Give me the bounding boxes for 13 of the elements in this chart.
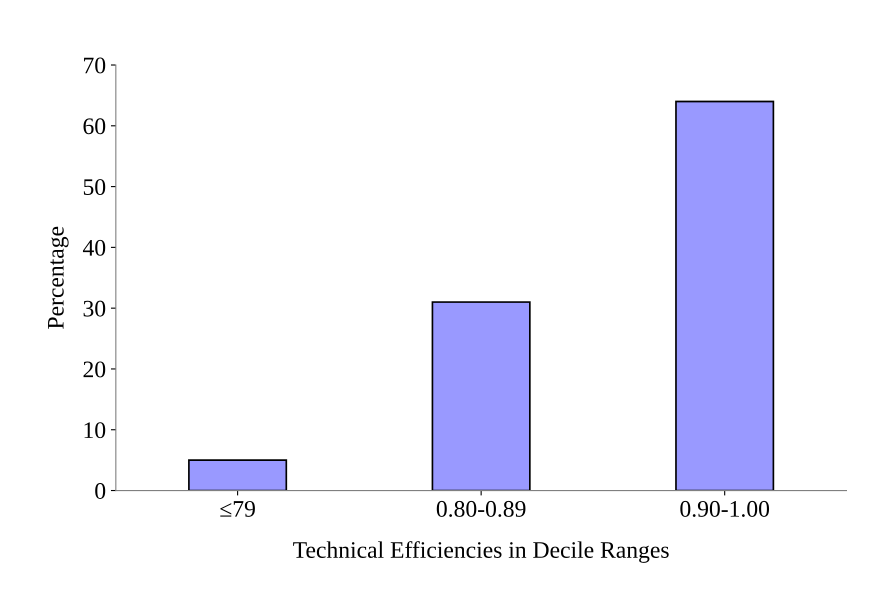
x-tick-label: 0.90-1.00 <box>680 500 770 517</box>
y-tick-label: 10 <box>84 422 106 438</box>
x-tick-label: ≤79 <box>220 501 255 517</box>
y-tick-label: 40 <box>82 240 106 256</box>
x-axis-title: Technical Efficiencies in Decile Ranges <box>293 541 669 563</box>
y-tick-label: 60 <box>84 118 106 134</box>
y-tick-label: 20 <box>84 361 106 378</box>
y-tick-label: 0 <box>95 483 106 499</box>
x-tick-label: 0.80-0.89 <box>436 500 526 517</box>
y-axis-title: Percentage <box>48 226 69 329</box>
y-tick-label: 50 <box>84 179 106 196</box>
y-tick-label: 30 <box>84 300 106 317</box>
y-tick-label: 70 <box>84 58 106 74</box>
